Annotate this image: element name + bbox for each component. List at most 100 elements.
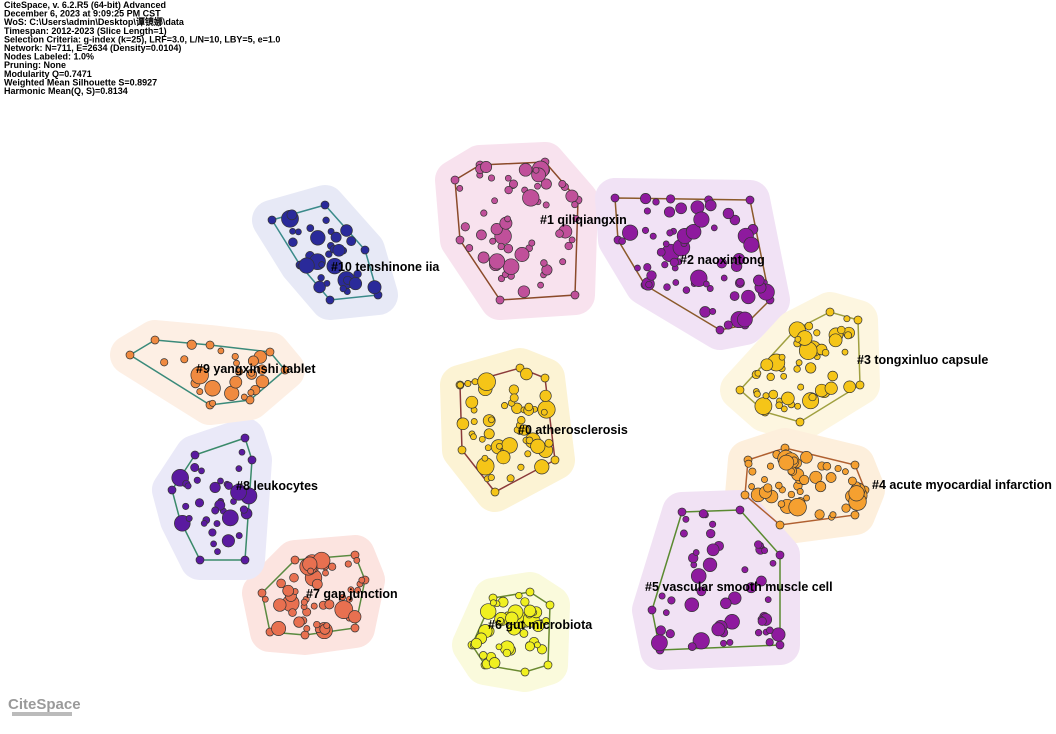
node [322, 216, 330, 224]
node [761, 476, 768, 484]
node [543, 660, 553, 670]
node [517, 463, 525, 471]
node [766, 626, 774, 635]
node [754, 540, 763, 549]
node [618, 237, 626, 245]
node [185, 514, 193, 522]
node [190, 450, 200, 460]
node [795, 417, 805, 427]
node [729, 214, 741, 226]
node [300, 630, 310, 640]
node [745, 195, 755, 205]
node [658, 592, 666, 600]
node [848, 485, 865, 502]
node [641, 226, 650, 234]
node [761, 547, 769, 555]
node [692, 549, 700, 556]
node [360, 245, 370, 255]
node [706, 543, 720, 557]
node [339, 593, 347, 601]
node [794, 402, 802, 410]
node [194, 498, 205, 508]
node [313, 620, 321, 629]
node [793, 365, 801, 373]
node [764, 596, 772, 603]
node [775, 520, 785, 530]
node [282, 584, 295, 597]
node [728, 591, 742, 605]
node [534, 182, 541, 190]
node [257, 588, 267, 598]
node [477, 251, 490, 264]
node [775, 550, 785, 560]
node [777, 500, 786, 508]
node [741, 289, 756, 305]
node [248, 369, 256, 377]
node [520, 597, 530, 607]
header-line: December 6, 2023 at 9:09:25 PM CST [4, 9, 161, 19]
node [235, 465, 243, 472]
node [496, 450, 511, 465]
node [696, 586, 707, 597]
node [186, 339, 197, 350]
node [844, 331, 853, 340]
node [325, 295, 335, 305]
node [470, 637, 482, 650]
node [480, 603, 497, 620]
node [200, 520, 208, 527]
node [235, 367, 244, 376]
node [518, 424, 530, 436]
node [519, 629, 529, 638]
node [332, 243, 346, 257]
node [256, 364, 268, 375]
node [649, 232, 657, 240]
node [231, 352, 239, 361]
node [518, 163, 533, 177]
node [528, 239, 536, 247]
node [289, 227, 296, 235]
node [646, 270, 657, 281]
node [524, 641, 535, 652]
node [193, 476, 201, 484]
node [540, 373, 550, 383]
node [322, 569, 329, 577]
node [497, 242, 505, 251]
node [190, 463, 200, 472]
node [221, 509, 239, 527]
node [544, 438, 554, 448]
cluster-label: #1 qiliqiangxin [540, 213, 627, 227]
node [682, 515, 690, 523]
node [534, 641, 541, 649]
node [217, 477, 224, 485]
node [663, 283, 671, 291]
node [306, 224, 315, 232]
header-line: Selection Criteria: g-index (k=25), LRF=… [4, 34, 280, 44]
node [326, 257, 343, 275]
node [775, 640, 785, 650]
node [502, 258, 520, 275]
node [515, 591, 523, 600]
node [233, 359, 240, 367]
node [504, 215, 511, 223]
node [675, 202, 687, 215]
node [655, 625, 666, 636]
node [271, 621, 287, 636]
node [456, 417, 470, 431]
node [539, 389, 552, 402]
node [781, 391, 795, 406]
node [850, 460, 860, 470]
node [522, 189, 540, 207]
node [208, 528, 217, 537]
node [684, 597, 700, 613]
cluster-label: #4 acute myocardial infarction [872, 478, 1052, 492]
node [125, 350, 135, 360]
node [273, 598, 287, 612]
node [481, 454, 489, 462]
node [565, 189, 579, 203]
node [213, 520, 221, 528]
node [735, 385, 745, 395]
node [317, 274, 325, 282]
node [340, 224, 353, 237]
node [829, 511, 837, 519]
